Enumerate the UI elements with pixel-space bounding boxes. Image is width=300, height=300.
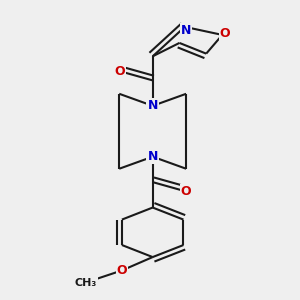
Text: O: O (117, 264, 127, 277)
Text: O: O (114, 64, 124, 77)
Text: N: N (181, 24, 191, 37)
Text: N: N (148, 150, 158, 163)
Text: O: O (220, 27, 230, 40)
Text: CH₃: CH₃ (75, 278, 97, 287)
Text: O: O (181, 185, 191, 198)
Text: N: N (148, 99, 158, 112)
